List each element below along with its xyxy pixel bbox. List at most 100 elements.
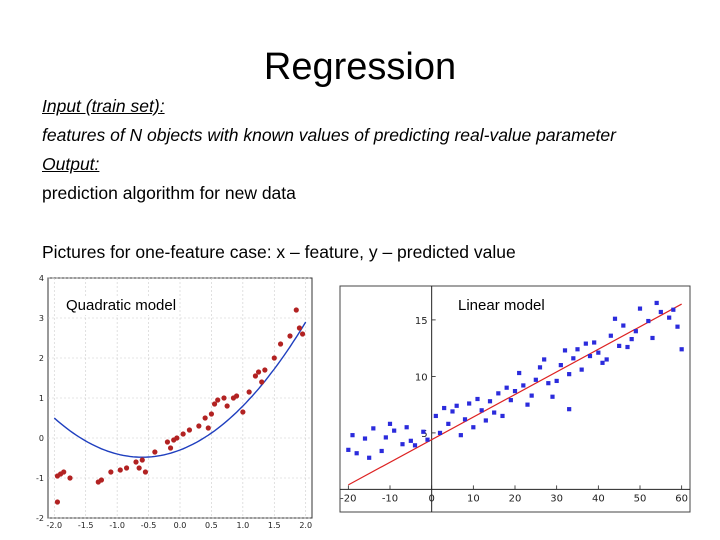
quadratic-model-chart: -2.0 -1.5 -1.0 -0.5 0.0 0.5 1.0 1.5 2.0 -2 -1 0 1 2 3 4 xyxy=(36,274,313,530)
data-point xyxy=(646,318,651,324)
data-point xyxy=(392,428,397,433)
data-point xyxy=(61,469,67,475)
y-tick-label: -2 xyxy=(36,514,44,523)
data-point xyxy=(233,393,240,399)
data-point xyxy=(186,427,193,433)
data-point xyxy=(500,413,505,419)
data-point xyxy=(658,309,663,315)
x-tick-label: 0.5 xyxy=(205,521,218,530)
data-point xyxy=(164,439,171,445)
data-point xyxy=(654,300,659,306)
data-point xyxy=(521,383,526,388)
data-point xyxy=(167,445,174,451)
data-point xyxy=(404,425,409,430)
data-point xyxy=(221,395,227,401)
data-point xyxy=(487,399,493,404)
plot-frame xyxy=(339,285,691,513)
data-point xyxy=(579,367,584,372)
data-point xyxy=(271,355,277,361)
data-point xyxy=(180,431,186,437)
data-point xyxy=(600,360,605,365)
data-point xyxy=(108,469,114,475)
x-tick-label: -20 xyxy=(340,493,356,504)
data-point xyxy=(296,325,303,331)
x-tick-label: 40 xyxy=(592,493,605,504)
data-point xyxy=(629,337,634,342)
x-tick-label: 10 xyxy=(467,493,480,504)
data-point xyxy=(462,417,468,422)
x-tick-label: -1.0 xyxy=(109,521,125,530)
y-tick-label: 3 xyxy=(39,314,44,323)
input-description: features of N objects with known values … xyxy=(42,125,616,145)
data-point xyxy=(412,443,418,448)
data-point xyxy=(277,341,284,347)
data-point xyxy=(205,425,211,431)
y-tick-label: 2 xyxy=(39,354,44,363)
data-point xyxy=(567,372,572,377)
output-description: prediction algorithm for new data xyxy=(42,183,296,203)
data-point xyxy=(471,425,476,430)
data-point xyxy=(98,477,105,483)
data-point xyxy=(679,347,684,352)
data-point xyxy=(608,333,613,338)
data-point xyxy=(533,377,538,382)
data-point xyxy=(174,435,180,441)
data-point xyxy=(350,433,355,438)
data-point xyxy=(215,397,221,403)
data-point xyxy=(575,347,580,352)
data-point xyxy=(142,469,149,475)
x-tick-label: 0.0 xyxy=(174,521,187,530)
data-point xyxy=(571,356,576,361)
data-point xyxy=(546,381,551,386)
data-point xyxy=(512,388,518,394)
linear-model-label: Linear model xyxy=(458,297,545,315)
data-point xyxy=(293,307,299,313)
data-point xyxy=(496,391,501,396)
linear-fit-line xyxy=(348,303,682,486)
x-tick-label: -1.5 xyxy=(78,521,94,530)
data-point xyxy=(400,442,405,447)
data-point xyxy=(604,357,609,362)
data-point xyxy=(637,306,643,311)
data-point xyxy=(136,465,142,471)
data-point xyxy=(475,396,480,402)
x-tick-label: 50 xyxy=(634,493,647,504)
x-tick-label: 1.0 xyxy=(236,521,249,530)
y-tick-label: 5 xyxy=(421,429,427,440)
data-point xyxy=(667,315,672,320)
data-point xyxy=(383,435,388,440)
x-tick-label: 2.0 xyxy=(299,521,312,530)
data-point xyxy=(458,433,463,438)
data-point xyxy=(542,357,547,362)
y-tick-label: -1 xyxy=(36,474,44,483)
data-point xyxy=(354,451,359,456)
data-point xyxy=(259,379,265,385)
data-point xyxy=(554,378,559,384)
data-point xyxy=(508,398,513,403)
data-point xyxy=(252,373,259,379)
data-point xyxy=(621,323,626,328)
y-tick-label: 1 xyxy=(39,394,44,403)
data-point xyxy=(152,449,158,455)
data-point xyxy=(240,409,246,415)
data-point xyxy=(255,369,262,375)
data-point xyxy=(671,307,676,312)
x-tick-label: 0 xyxy=(428,493,434,504)
data-point xyxy=(437,430,443,435)
y-tick-label: 0 xyxy=(39,434,44,443)
data-point xyxy=(592,340,597,345)
y-tick-label: 10 xyxy=(415,372,428,383)
data-point xyxy=(483,418,488,423)
data-point xyxy=(612,316,618,321)
data-point xyxy=(362,436,368,441)
slide-title: Regression xyxy=(263,46,457,88)
data-point xyxy=(224,403,230,409)
x-tick-label: -0.5 xyxy=(141,521,157,530)
data-point xyxy=(408,438,413,443)
y-tick-label: 4 xyxy=(39,274,44,283)
data-point xyxy=(196,423,202,429)
data-point xyxy=(562,348,568,353)
data-point xyxy=(504,385,509,390)
pictures-caption: Pictures for one-feature case: x – featu… xyxy=(42,242,516,262)
data-point xyxy=(208,411,215,417)
